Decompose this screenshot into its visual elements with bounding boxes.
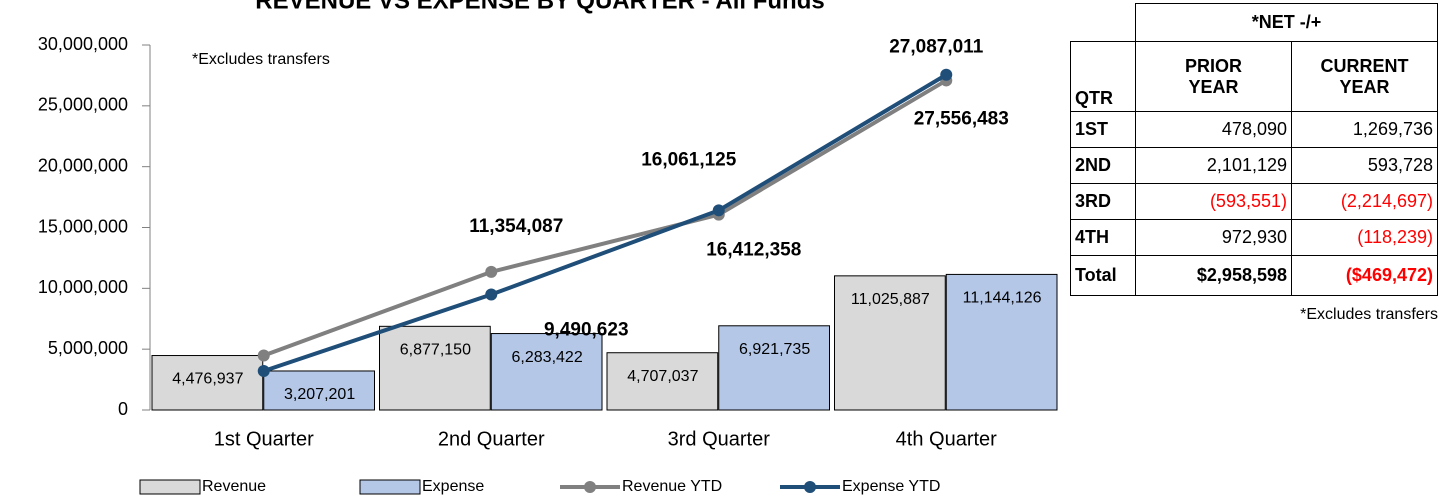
line-label: 9,490,623: [544, 320, 629, 341]
cell: (2,214,697): [1291, 183, 1438, 220]
table-row: 4TH 972,930 (118,239): [1070, 219, 1438, 256]
cell: 2,101,129: [1135, 147, 1292, 184]
column-header: PRIOR YEAR: [1135, 41, 1292, 112]
x-tick-label: 2nd Quarter: [438, 428, 545, 450]
table-row: 2ND 2,101,129 593,728: [1070, 147, 1438, 184]
bar: [379, 325, 491, 411]
line-label: 27,087,011: [889, 36, 983, 57]
table-row: Total $2,958,598 ($469,472): [1070, 255, 1438, 296]
bar-label: 3,207,201: [284, 386, 355, 403]
bar-label: 6,283,422: [512, 349, 583, 366]
cell-text: 478,090: [1221, 119, 1287, 139]
line-label: 16,061,125: [641, 150, 737, 171]
y-tick-label: 5,000,000: [48, 338, 128, 358]
x-tick-label: 1st Quarter: [214, 428, 314, 450]
cell: $2,958,598: [1135, 255, 1292, 296]
y-tick-label: 0: [118, 399, 128, 419]
bar: [151, 355, 264, 411]
bar-label: 11,025,887: [851, 291, 930, 308]
table-row: 3RD (593,551) (2,214,697): [1070, 183, 1438, 220]
cell-text: 972,930: [1221, 227, 1287, 247]
bar-label: 6,877,150: [400, 342, 471, 359]
table-header: *NET -/+: [1135, 3, 1438, 42]
y-tick-label: 25,000,000: [38, 95, 128, 115]
line: [263, 73, 948, 373]
x-tick-label: 4th Quarter: [896, 428, 998, 450]
legend-swatch: [584, 481, 596, 493]
y-tick-label: 20,000,000: [38, 155, 128, 175]
bar: [606, 352, 719, 411]
table-note: *Excludes transfers: [1300, 306, 1438, 323]
row-label: Total: [1070, 255, 1136, 296]
row-label-text: Total: [1075, 265, 1117, 285]
cell-text: 1,269,736: [1352, 119, 1433, 139]
cell-text: (2,214,697): [1340, 191, 1433, 211]
row-label-text: 2ND: [1075, 155, 1112, 175]
column-header-text: PRIOR YEAR: [1184, 55, 1242, 97]
cell-text: (118,239): [1357, 227, 1433, 247]
cell-text: (593,551): [1209, 191, 1287, 211]
cell-text: 593,728: [1367, 155, 1433, 175]
y-tick-label: 10,000,000: [38, 277, 128, 297]
table-row: 1ST 478,090 1,269,736: [1070, 111, 1438, 148]
row-label: 3RD: [1070, 183, 1136, 220]
chart-title: REVENUE VS EXPENSE BY QUARTER - All Fund…: [255, 0, 824, 14]
bar: [490, 333, 603, 411]
chart: REVENUE VS EXPENSE BY QUARTER - All Fund…: [38, 0, 1058, 495]
cell: 478,090: [1135, 111, 1292, 148]
column-header: QTR: [1070, 41, 1136, 112]
row-label-text: 3RD: [1075, 191, 1112, 211]
x-tick-label: 3rd Quarter: [668, 428, 771, 450]
blank-cell: [1071, 4, 1136, 42]
row-label-text: 1ST: [1075, 119, 1109, 139]
row-label: 1ST: [1070, 111, 1136, 148]
y-tick-label: 30,000,000: [38, 34, 128, 54]
cell: 972,930: [1135, 219, 1292, 256]
cell: 1,269,736: [1291, 111, 1438, 148]
column-header-text: QTR: [1075, 88, 1113, 108]
bar-label: 11,144,126: [963, 290, 1042, 307]
bar: [718, 325, 830, 411]
bar: [945, 273, 1058, 411]
line-label: 16,412,358: [706, 239, 801, 260]
legend-label: Revenue YTD: [622, 478, 722, 495]
cell: (118,239): [1291, 219, 1438, 256]
row-label-text: 4TH: [1075, 227, 1110, 247]
column-header: CURRENT YEAR: [1291, 41, 1438, 112]
legend-swatch: [359, 479, 421, 495]
bar: [834, 275, 946, 411]
line-label: 27,556,483: [914, 109, 1009, 130]
cell-text: $2,958,598: [1196, 265, 1287, 285]
line-label: 11,354,087: [469, 216, 563, 237]
row-label: 4TH: [1070, 219, 1136, 256]
cell: ($469,472): [1291, 255, 1438, 296]
line-marker: [712, 204, 725, 217]
bar-label: 4,476,937: [172, 371, 243, 388]
annotation: *Excludes transfers: [192, 51, 330, 68]
cell-text: 2,101,129: [1206, 155, 1287, 175]
bar: [263, 370, 375, 411]
column-header-text: CURRENT YEAR: [1320, 55, 1409, 97]
bar-label: 4,707,037: [627, 368, 698, 385]
legend-label: Revenue: [202, 478, 266, 495]
legend-swatch: [804, 481, 816, 493]
line-marker: [257, 364, 270, 377]
line-marker: [940, 68, 953, 81]
line-marker: [485, 265, 498, 278]
cell-text: ($469,472): [1345, 265, 1433, 285]
legend-swatch: [139, 479, 201, 495]
legend-label: Expense YTD: [842, 478, 940, 495]
cell: (593,551): [1135, 183, 1292, 220]
line: [263, 78, 948, 358]
legend-label: Expense: [422, 478, 484, 495]
net-table: *NET -/+ QTR PRIOR YEAR CURRENT YEAR 1ST 47…: [1070, 3, 1438, 296]
cell: 593,728: [1291, 147, 1438, 184]
y-tick-label: 15,000,000: [38, 216, 128, 236]
bar-label: 6,921,735: [739, 341, 810, 358]
row-label: 2ND: [1070, 147, 1136, 184]
line-marker: [485, 288, 498, 301]
line-marker: [257, 349, 270, 362]
